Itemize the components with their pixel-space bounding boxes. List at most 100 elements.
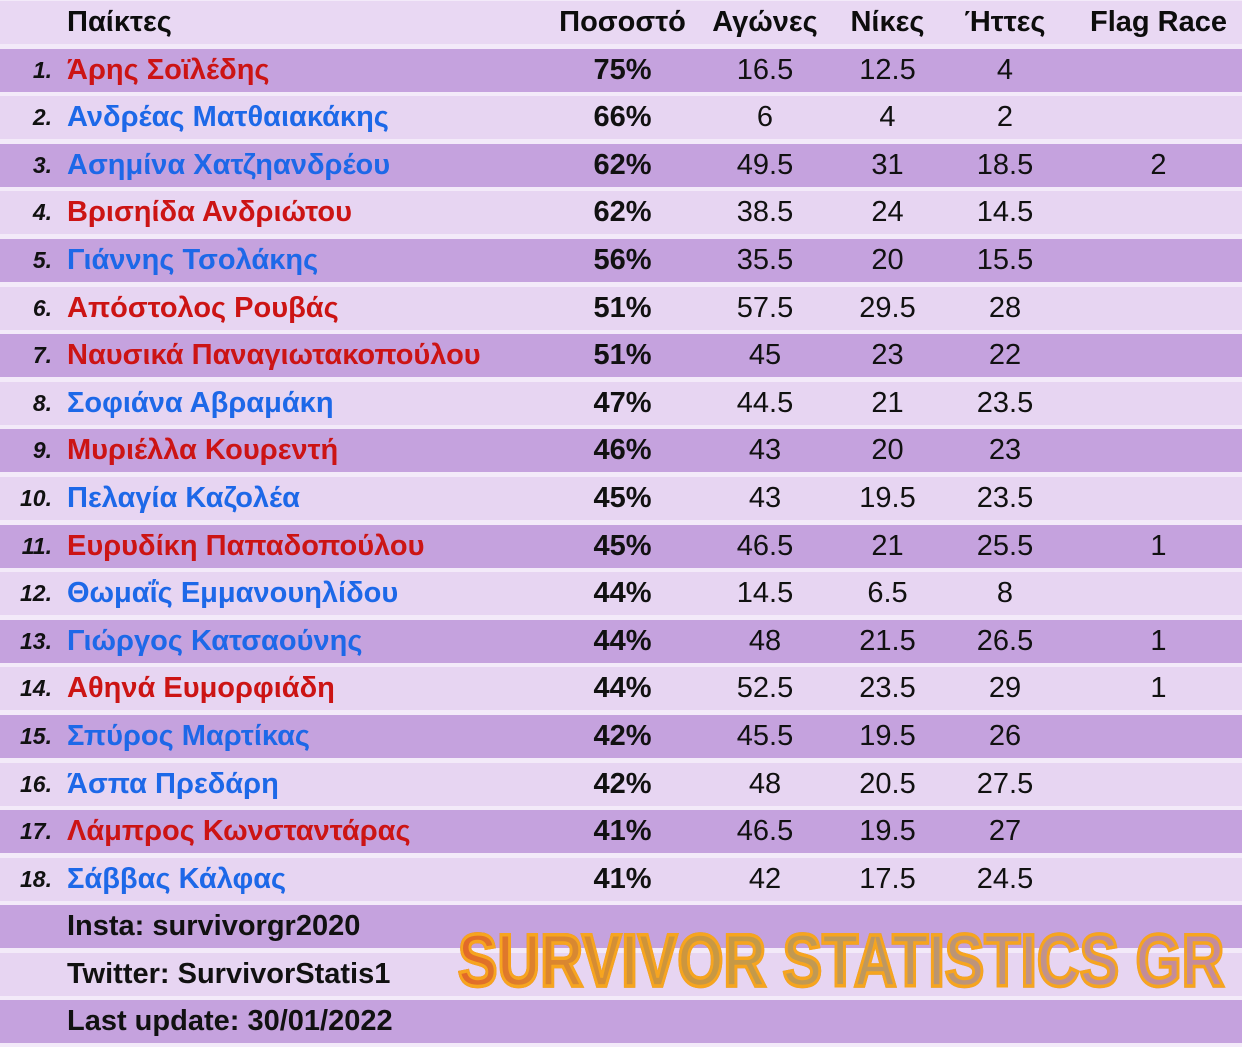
- player-name: Ασημίνα Χατζηανδρέου: [67, 148, 391, 181]
- player-row: 12. Θωμαΐς Εμμανουηλίδου 44% 14.5 6.5 8: [0, 572, 1242, 616]
- player-row: 9. Μυριέλλα Κουρεντή 46% 43 20 23: [0, 429, 1242, 473]
- table-header-row: Παίκτες Ποσοστό Αγώνες Νίκες Ήττες Flag …: [0, 1, 1242, 44]
- footer-twitter-row: Twitter: SurvivorStatis1: [0, 952, 1242, 996]
- rank-cell: 7.: [32, 342, 52, 369]
- games-cell: 57.5: [736, 291, 794, 324]
- losses-cell: 25.5: [976, 529, 1034, 562]
- percent-cell: 62%: [593, 196, 652, 229]
- wins-cell: 21: [871, 529, 904, 562]
- wins-cell: 19.5: [859, 719, 916, 752]
- percent-cell: 56%: [593, 243, 652, 276]
- games-cell: 38.5: [736, 196, 794, 229]
- flag-race-cell: 1: [1150, 672, 1167, 705]
- rank-cell: 8.: [32, 389, 52, 416]
- games-cell: 46.5: [736, 815, 794, 848]
- player-name: Μυριέλλα Κουρεντή: [67, 434, 339, 467]
- wins-cell: 19.5: [859, 815, 916, 848]
- percent-cell: 51%: [593, 291, 652, 324]
- losses-cell: 14.5: [976, 196, 1034, 229]
- rank-cell: 17.: [20, 818, 52, 845]
- rank-cell: 1.: [32, 56, 52, 83]
- rank-cell: 13.: [20, 627, 52, 654]
- player-name: Γιώργος Κατσαούνης: [67, 624, 363, 657]
- wins-cell: 20: [871, 434, 904, 467]
- games-cell: 45: [748, 339, 782, 372]
- games-cell: 52.5: [736, 672, 794, 705]
- player-row: 6. Απόστολος Ρουβάς 51% 57.5 29.5 28: [0, 286, 1242, 330]
- games-cell: 48: [748, 624, 782, 657]
- percent-cell: 41%: [593, 815, 652, 848]
- wins-cell: 31: [871, 148, 904, 181]
- player-name: Γιάννης Τσολάκης: [67, 243, 319, 276]
- losses-cell: 29: [988, 672, 1022, 705]
- player-name: Ευρυδίκη Παπαδοπούλου: [67, 529, 425, 562]
- rank-cell: 5.: [32, 246, 52, 273]
- wins-cell: 21: [871, 386, 904, 419]
- header-games: Αγώνες: [712, 6, 818, 38]
- percent-cell: 44%: [593, 672, 652, 705]
- player-row: 14. Αθηνά Ευμορφιάδη 44% 52.5 23.5 29 1: [0, 667, 1242, 711]
- player-name: Απόστολος Ρουβάς: [67, 291, 339, 324]
- losses-cell: 15.5: [976, 243, 1034, 276]
- wins-cell: 4: [879, 101, 896, 134]
- player-row: 11. Ευρυδίκη Παπαδοπούλου 45% 46.5 21 25…: [0, 524, 1242, 568]
- player-name: Άρης Σοϊλέδης: [67, 53, 270, 86]
- rank-cell: 15.: [20, 722, 52, 749]
- games-cell: 45.5: [736, 719, 794, 752]
- games-cell: 43: [748, 481, 782, 514]
- player-row: 15. Σπύρος Μαρτίκας 42% 45.5 19.5 26: [0, 714, 1242, 758]
- percent-cell: 44%: [593, 624, 652, 657]
- games-cell: 48: [748, 767, 782, 800]
- player-row: 5. Γιάννης Τσολάκης 56% 35.5 20 15.5: [0, 238, 1242, 282]
- wins-cell: 20.5: [859, 767, 916, 800]
- rank-cell: 2.: [32, 104, 52, 131]
- player-row: 7. Ναυσικά Παναγιωτακοπούλου 51% 45 23 2…: [0, 334, 1242, 378]
- header-percent: Ποσοστό: [559, 6, 686, 38]
- losses-cell: 23.5: [976, 386, 1034, 419]
- losses-cell: 23: [988, 434, 1022, 467]
- wins-cell: 23.5: [859, 672, 916, 705]
- rank-cell: 10.: [20, 484, 52, 511]
- flag-race-cell: 2: [1150, 148, 1167, 181]
- percent-cell: 45%: [593, 529, 652, 562]
- player-name: Άσπα Πρεδάρη: [67, 767, 279, 800]
- games-cell: 6: [756, 101, 774, 134]
- wins-cell: 20: [871, 243, 904, 276]
- losses-cell: 26.5: [976, 624, 1034, 657]
- percent-cell: 41%: [593, 862, 652, 895]
- player-name: Σπύρος Μαρτίκας: [67, 719, 311, 752]
- player-row: 17. Λάμπρος Κωνσταντάρας 41% 46.5 19.5 2…: [0, 810, 1242, 854]
- losses-cell: 27: [988, 815, 1022, 848]
- player-name: Λάμπρος Κωνσταντάρας: [67, 815, 411, 848]
- games-cell: 46.5: [736, 529, 794, 562]
- player-row: 1. Άρης Σοϊλέδης 75% 16.5 12.5 4: [0, 48, 1242, 92]
- flag-race-cell: 1: [1150, 529, 1167, 562]
- rank-cell: 18.: [20, 865, 52, 892]
- rank-cell: 3.: [32, 151, 52, 178]
- wins-cell: 6.5: [867, 577, 908, 610]
- games-cell: 49.5: [736, 148, 794, 181]
- rank-cell: 12.: [20, 580, 52, 607]
- losses-cell: 8: [996, 577, 1014, 610]
- percent-cell: 46%: [593, 434, 652, 467]
- wins-cell: 12.5: [859, 53, 916, 86]
- losses-cell: 27.5: [976, 767, 1034, 800]
- footer-instagram-row: Insta: survivorgr2020: [0, 905, 1242, 949]
- footer-last-update-row: Last update: 30/01/2022: [0, 1000, 1242, 1044]
- wins-cell: 29.5: [859, 291, 916, 324]
- games-cell: 42: [748, 862, 782, 895]
- games-cell: 43: [748, 434, 782, 467]
- wins-cell: 19.5: [859, 481, 916, 514]
- header-players: Παίκτες: [67, 6, 172, 38]
- player-row: 8. Σοφιάνα Αβραμάκη 47% 44.5 21 23.5: [0, 381, 1242, 425]
- losses-cell: 28: [988, 291, 1022, 324]
- rank-cell: 6.: [32, 294, 52, 321]
- percent-cell: 47%: [593, 386, 652, 419]
- header-losses: Ήττες: [964, 6, 1046, 38]
- games-cell: 44.5: [736, 386, 794, 419]
- player-row: 16. Άσπα Πρεδάρη 42% 48 20.5 27.5: [0, 762, 1242, 806]
- losses-cell: 4: [996, 53, 1014, 86]
- player-name: Αθηνά Ευμορφιάδη: [67, 672, 335, 705]
